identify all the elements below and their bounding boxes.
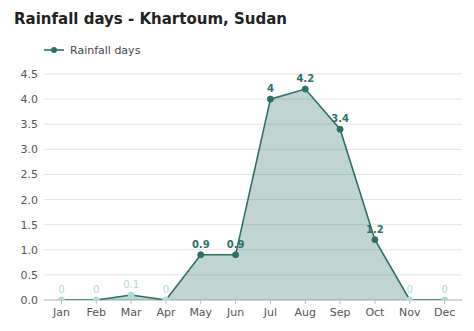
x-tick-label: Nov: [399, 306, 421, 319]
x-tick: [165, 300, 166, 304]
marker: [128, 292, 134, 298]
marker: [442, 297, 448, 300]
x-tick-label: Jul: [263, 306, 277, 319]
marker: [407, 297, 413, 300]
x-tick-label: Feb: [87, 306, 106, 319]
y-tick-label: 0.5: [21, 269, 39, 282]
grid-line: [44, 149, 462, 150]
data-label: 0: [93, 284, 99, 295]
marker: [337, 126, 343, 132]
x-tick-label: Sep: [330, 306, 351, 319]
x-tick: [305, 300, 306, 304]
marker: [372, 237, 378, 243]
x-tick-label: Apr: [156, 306, 176, 319]
x-tick: [270, 300, 271, 304]
y-tick-label: 4.5: [21, 68, 39, 81]
x-tick: [61, 300, 62, 304]
data-label: 0: [441, 284, 447, 295]
y-tick-label: 3.0: [21, 143, 39, 156]
data-label: 4: [267, 83, 274, 94]
plot-area: [58, 86, 447, 300]
x-tick: [340, 300, 341, 304]
y-tick-label: 3.5: [21, 118, 39, 131]
x-tick: [131, 300, 132, 304]
grid-line: [44, 99, 462, 100]
chart: 0.0 0.5 1.0 1.5 2.0 2.5 3.0 3.5 4.0 4.5 Jan Feb Mar A…: [0, 0, 474, 331]
line: [61, 89, 444, 300]
x-tick-label: May: [189, 306, 212, 319]
y-tick-label: 2.5: [21, 168, 39, 181]
x-tick: [96, 300, 97, 304]
data-label: 1.2: [366, 224, 384, 235]
data-label: 0.1: [123, 279, 139, 290]
grid-line: [44, 124, 462, 125]
marker: [233, 252, 239, 258]
x-tick: [444, 300, 445, 304]
marker: [267, 96, 273, 102]
x-tick: [235, 300, 236, 304]
y-tick-label: 1.0: [21, 244, 39, 257]
legend: Rainfall days: [44, 44, 141, 57]
x-tick-label: Jan: [52, 306, 70, 319]
x-tick-label: Dec: [434, 306, 455, 319]
marker: [58, 297, 64, 300]
legend-label: Rainfall days: [70, 44, 141, 57]
marker: [198, 252, 204, 258]
grid-line: [44, 74, 462, 75]
x-tick-label: Aug: [295, 306, 316, 319]
y-tick-label: 0.0: [21, 294, 39, 307]
x-tick: [374, 300, 375, 304]
data-label: 4.2: [296, 73, 314, 84]
x-tick: [200, 300, 201, 304]
marker: [163, 297, 169, 300]
data-label: 0: [163, 284, 169, 295]
marker: [302, 86, 308, 92]
x-tick-label: Mar: [121, 306, 142, 319]
area: [61, 89, 444, 300]
y-tick-label: 2.0: [21, 194, 39, 207]
data-label: 0: [407, 284, 413, 295]
data-label: 0: [58, 284, 64, 295]
data-label: 0.9: [192, 239, 210, 250]
legend-marker: [51, 47, 57, 53]
data-labels: 0 0 0.1 0 0.9 0.9 4 4.2 3.4 1.2 0 0: [58, 73, 448, 295]
x-tick: [409, 300, 410, 304]
y-tick-label: 4.0: [21, 93, 39, 106]
data-label: 3.4: [331, 113, 349, 124]
y-tick-label: 1.5: [21, 219, 39, 232]
x-tick-label: Jun: [226, 306, 244, 319]
x-tick-label: Oct: [365, 306, 385, 319]
title: Rainfall days - Khartoum, Sudan: [14, 10, 287, 28]
marker: [93, 297, 99, 300]
data-label: 0.9: [227, 239, 245, 250]
